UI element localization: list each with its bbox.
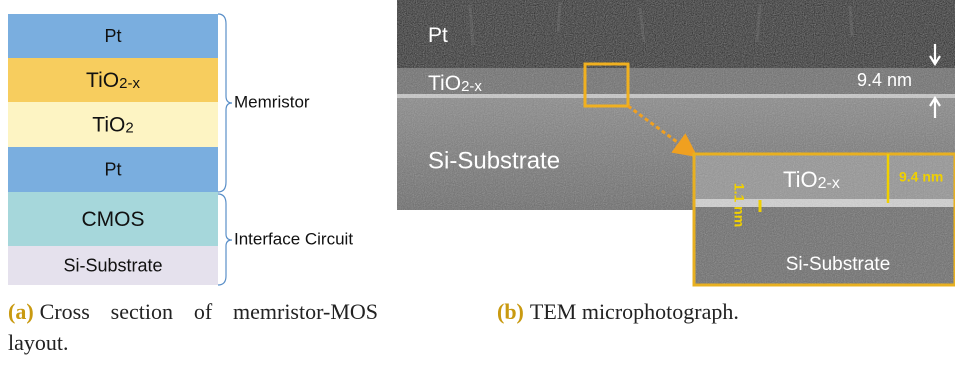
inset-label: 9.4 nm [899, 169, 943, 185]
layer-label: Pt [104, 26, 121, 46]
brace [218, 14, 232, 192]
layer-sub: 2-x [119, 75, 140, 92]
caption-tag: (b) [497, 299, 524, 324]
tem-label: Pt [428, 24, 448, 47]
caption-text: TEM microphotograph. [530, 299, 739, 324]
inset-label: 1.1 nm [731, 183, 747, 227]
inset-label: Si-Substrate [786, 254, 891, 275]
tem-label: Si-Substrate [428, 147, 560, 174]
layer-label: Si-Substrate [63, 255, 162, 275]
layer-text: Pt [104, 159, 121, 179]
layer-text: CMOS [82, 208, 145, 231]
caption-tag: (a) [8, 299, 34, 324]
layer-label: CMOS [82, 208, 145, 231]
caption-text: Cross section of memristor-MOS layout. [8, 299, 378, 355]
group-label: Interface Circuit [234, 229, 353, 248]
caption: (b)TEM microphotograph. [497, 296, 739, 327]
layer-sub: 2 [125, 119, 133, 136]
layer-label: Pt [104, 159, 121, 179]
page: {"layers": [ {"text": "Pt", "color": "#7… [0, 0, 955, 376]
layer-text: TiO [86, 69, 119, 92]
brace [218, 194, 232, 285]
tem-label: 9.4 nm [857, 70, 912, 90]
layer-text: Si-Substrate [63, 255, 162, 275]
layer-text: TiO [92, 113, 125, 136]
group-label: Memristor [234, 92, 310, 111]
caption: (a)Cross section of memristor-MOS layout… [8, 296, 378, 358]
layer-text: Pt [104, 26, 121, 46]
